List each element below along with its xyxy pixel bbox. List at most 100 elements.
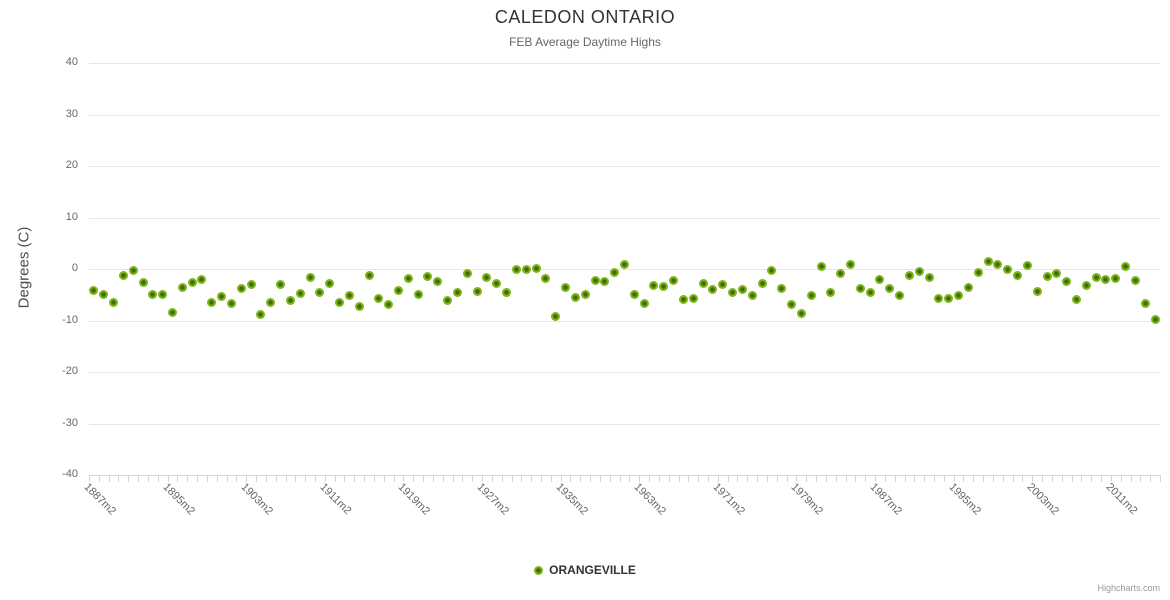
data-point[interactable]: [236, 284, 246, 294]
data-point[interactable]: [561, 283, 571, 293]
data-point[interactable]: [1071, 294, 1081, 304]
data-point[interactable]: [266, 297, 276, 307]
data-point[interactable]: [885, 283, 895, 293]
data-point[interactable]: [187, 278, 197, 288]
data-point[interactable]: [718, 279, 728, 289]
data-point[interactable]: [1111, 274, 1121, 284]
data-point[interactable]: [1032, 287, 1042, 297]
data-point[interactable]: [1052, 269, 1062, 279]
data-point[interactable]: [747, 291, 757, 301]
data-point[interactable]: [403, 274, 413, 284]
data-point[interactable]: [148, 289, 158, 299]
data-point[interactable]: [207, 297, 217, 307]
data-point[interactable]: [285, 295, 295, 305]
data-point[interactable]: [315, 288, 325, 298]
data-point[interactable]: [924, 273, 934, 283]
data-point[interactable]: [590, 276, 600, 286]
data-point[interactable]: [1013, 271, 1023, 281]
data-point[interactable]: [1081, 280, 1091, 290]
data-point[interactable]: [1042, 272, 1052, 282]
data-point[interactable]: [344, 291, 354, 301]
data-point[interactable]: [295, 289, 305, 299]
data-point[interactable]: [452, 287, 462, 297]
data-point[interactable]: [580, 289, 590, 299]
data-point[interactable]: [217, 292, 227, 302]
data-point[interactable]: [629, 289, 639, 299]
data-point[interactable]: [413, 289, 423, 299]
data-point[interactable]: [109, 297, 119, 307]
data-point[interactable]: [256, 309, 266, 319]
data-point[interactable]: [1003, 264, 1013, 274]
data-point[interactable]: [276, 279, 286, 289]
data-point[interactable]: [1130, 275, 1140, 285]
data-point[interactable]: [816, 262, 826, 272]
data-point[interactable]: [659, 282, 669, 291]
data-point[interactable]: [492, 279, 502, 289]
data-point[interactable]: [158, 290, 168, 300]
data-point[interactable]: [688, 293, 698, 303]
data-point[interactable]: [472, 287, 482, 297]
data-point[interactable]: [649, 281, 659, 291]
data-point[interactable]: [826, 288, 836, 298]
data-point[interactable]: [462, 268, 472, 278]
data-point[interactable]: [423, 271, 433, 281]
data-point[interactable]: [836, 268, 846, 278]
data-point[interactable]: [394, 285, 403, 295]
data-point[interactable]: [954, 291, 964, 301]
legend-item-orangeville[interactable]: ORANGEVILLE: [534, 563, 636, 577]
data-point[interactable]: [570, 293, 580, 303]
data-point[interactable]: [875, 274, 885, 284]
data-point[interactable]: [973, 268, 983, 278]
data-point[interactable]: [531, 263, 541, 273]
data-point[interactable]: [796, 308, 806, 318]
highcharts-credit-link[interactable]: Highcharts.com: [1097, 583, 1160, 593]
data-point[interactable]: [610, 268, 620, 278]
data-point[interactable]: [855, 283, 865, 293]
data-point[interactable]: [698, 278, 708, 288]
data-point[interactable]: [177, 283, 187, 293]
data-point[interactable]: [335, 298, 345, 308]
data-point[interactable]: [983, 256, 993, 266]
data-point[interactable]: [639, 299, 649, 308]
data-point[interactable]: [944, 293, 954, 303]
data-point[interactable]: [1101, 274, 1111, 284]
data-point[interactable]: [1091, 273, 1101, 283]
data-point[interactable]: [541, 274, 551, 284]
data-point[interactable]: [502, 288, 512, 298]
data-point[interactable]: [168, 308, 178, 318]
data-point[interactable]: [433, 277, 443, 287]
data-point[interactable]: [669, 276, 679, 286]
data-point[interactable]: [708, 284, 718, 294]
data-point[interactable]: [305, 272, 315, 282]
data-point[interactable]: [99, 290, 109, 300]
data-point[interactable]: [1062, 277, 1072, 287]
data-point[interactable]: [934, 293, 944, 303]
data-point[interactable]: [767, 265, 777, 275]
data-point[interactable]: [443, 296, 453, 306]
data-point[interactable]: [511, 265, 521, 274]
data-point[interactable]: [246, 280, 256, 290]
data-point[interactable]: [787, 299, 797, 309]
data-point[interactable]: [325, 279, 335, 289]
data-point[interactable]: [600, 276, 610, 286]
data-point[interactable]: [904, 271, 914, 281]
data-point[interactable]: [678, 294, 688, 304]
data-point[interactable]: [1140, 299, 1150, 308]
data-point[interactable]: [914, 266, 924, 276]
data-point[interactable]: [354, 301, 364, 311]
data-point[interactable]: [728, 287, 738, 297]
data-point[interactable]: [737, 285, 747, 295]
data-point[interactable]: [1121, 262, 1131, 272]
data-point[interactable]: [1022, 261, 1032, 271]
data-point[interactable]: [197, 275, 207, 285]
data-point[interactable]: [806, 291, 816, 301]
data-point[interactable]: [118, 270, 128, 280]
data-point[interactable]: [963, 283, 973, 293]
data-point[interactable]: [845, 260, 855, 270]
data-point[interactable]: [521, 265, 531, 274]
data-point[interactable]: [551, 312, 561, 322]
data-point[interactable]: [482, 273, 492, 283]
data-point[interactable]: [1150, 314, 1160, 324]
data-point[interactable]: [364, 271, 374, 281]
data-point[interactable]: [128, 265, 138, 275]
